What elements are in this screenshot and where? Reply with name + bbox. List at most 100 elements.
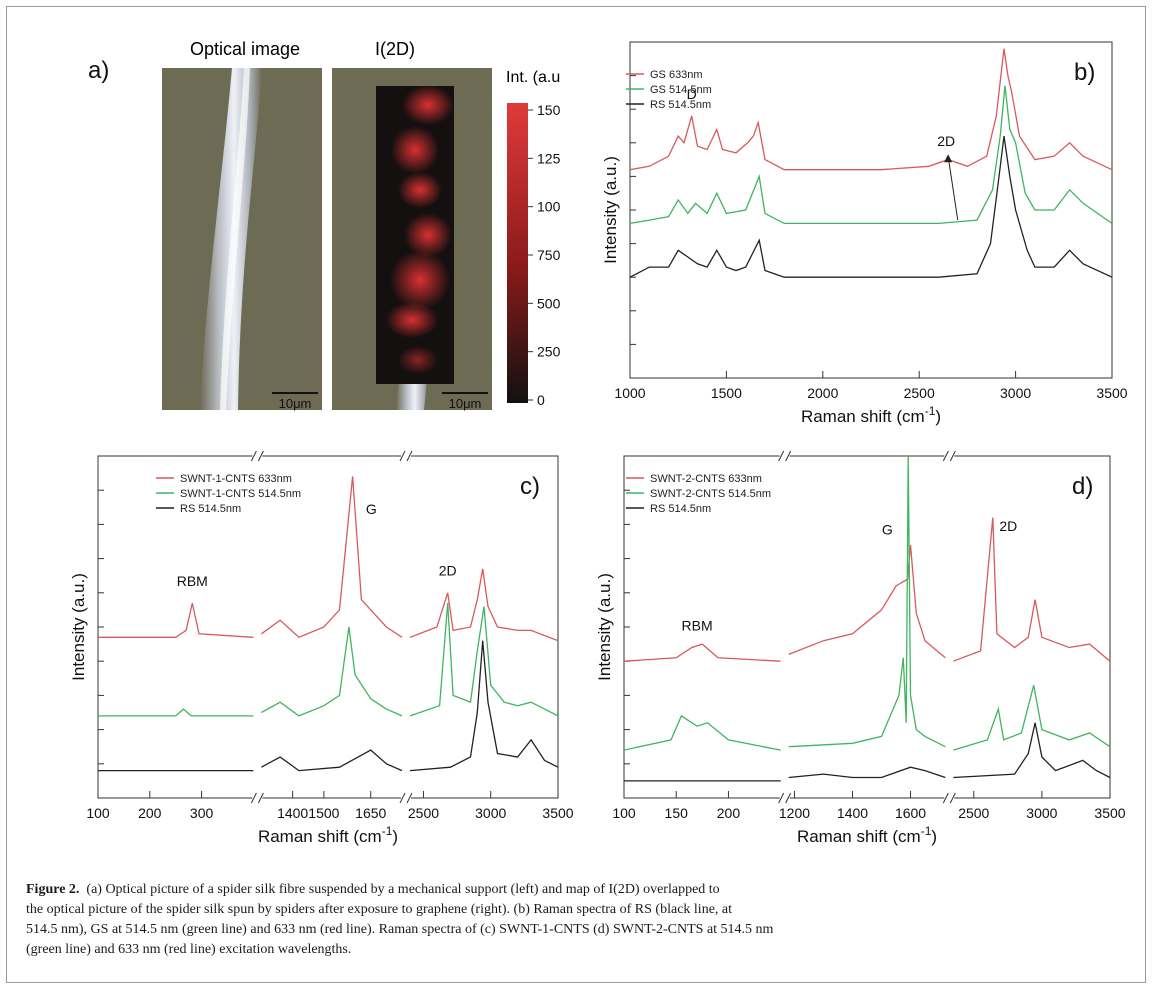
x-tick-label: 2500 — [408, 805, 439, 821]
series-line-2 — [629, 85, 1113, 225]
series-line-1 — [953, 517, 1111, 662]
panel-a-images: a) Optical image I(2D) 10μm 10μm Int. (a… — [88, 39, 560, 411]
series-line-3 — [629, 136, 1113, 278]
axis-break-gap — [779, 794, 790, 802]
x-tick-label: 3000 — [475, 805, 506, 821]
axis-break-gap — [944, 794, 955, 802]
peak-label: RBM — [682, 617, 713, 633]
x-tick-label: 1650 — [355, 805, 386, 821]
x-tick-label: 200 — [717, 805, 741, 821]
x-tick-label: 1500 — [711, 385, 742, 401]
series-line-3 — [788, 766, 946, 779]
colorbar: Int. (a.u.) 1500 1250 1000 750 500 250 0 — [506, 69, 560, 408]
series-line-2 — [409, 603, 559, 717]
peak-label: 2D — [439, 563, 457, 579]
axis-break-gap — [252, 794, 263, 802]
x-axis-label: Raman shift (cm-1) — [258, 824, 398, 846]
series-line-2 — [623, 714, 781, 751]
x-tick-label: 3500 — [1096, 385, 1127, 401]
peak-label: D — [687, 86, 697, 102]
axis-break-gap — [401, 452, 411, 460]
axis-break-mark — [399, 792, 406, 804]
x-axis-label: Raman shift (cm-1) — [797, 824, 937, 846]
x-tick-label: 1400 — [277, 805, 308, 821]
series-line-1 — [629, 48, 1113, 171]
axis-break-mark — [257, 792, 264, 804]
axis-break-mark — [406, 792, 413, 804]
figure-caption: Figure 2. (a) Optical picture of a spide… — [26, 880, 1126, 960]
series-line-1 — [623, 643, 781, 662]
caption-line-2: the optical picture of the spider silk s… — [26, 902, 733, 917]
series-line-3 — [261, 749, 403, 772]
x-tick-label: 100 — [86, 805, 110, 821]
colorbar-tick-label: 1250 — [537, 150, 560, 166]
peak-label: RBM — [177, 573, 208, 589]
x-tick-label: 3500 — [542, 805, 573, 821]
axis-break-mark — [949, 792, 956, 804]
legend-label: RS 514.5nm — [180, 503, 241, 515]
caption-line-4: (green line) and 633 nm (red line) excit… — [26, 942, 352, 957]
i2d-map-title: I(2D) — [375, 39, 415, 59]
axis-break-mark — [785, 450, 792, 462]
x-tick-label: 1500 — [308, 805, 339, 821]
panel-d-chart: 100 150 200 1200 1400 1600 2500 3000 3500 SWNT-2-… — [595, 450, 1126, 846]
axis-break-mark — [778, 450, 785, 462]
y-axis-label: Intensity (a.u.) — [69, 573, 88, 681]
series-line-1 — [788, 544, 946, 659]
panel-label: c) — [520, 473, 540, 500]
axis-break-mark — [257, 450, 264, 462]
caption-line-3: 514.5 nm), GS at 514.5 nm (green line) a… — [26, 922, 774, 937]
axis-break-mark — [942, 792, 949, 804]
panel-b-chart: 1000 1500 2000 2500 3000 3500 GS 633nm GS 514.5… — [601, 41, 1128, 426]
optical-image-title: Optical image — [190, 39, 300, 59]
figure-frame — [6, 6, 1146, 983]
legend-label: RS 514.5nm — [650, 99, 711, 111]
x-tick-label: 3000 — [1026, 805, 1057, 821]
legend-label: RS 514.5nm — [650, 503, 711, 515]
series-line-3 — [409, 640, 559, 772]
peak-label: 2D — [937, 133, 955, 149]
series-line-1 — [98, 602, 254, 638]
x-tick-label: 1400 — [837, 805, 868, 821]
panel-label: d) — [1072, 473, 1093, 500]
axis-break-gap — [779, 452, 790, 460]
x-tick-label: 300 — [190, 805, 214, 821]
legend-label: SWNT-2-CNTS 633nm — [650, 473, 762, 485]
x-tick-label: 150 — [665, 805, 689, 821]
legend-label: SWNT-1-CNTS 633nm — [180, 473, 292, 485]
peak-label: 2D — [999, 518, 1017, 534]
colorbar-tick-label: 0 — [537, 392, 545, 408]
colorbar-tick-label: 500 — [537, 295, 560, 311]
x-tick-label: 3500 — [1094, 805, 1125, 821]
legend-label: GS 633nm — [650, 69, 703, 81]
colorbar-tick-label: 1000 — [537, 199, 560, 215]
colorbar-tick-label: 750 — [537, 247, 560, 263]
caption-line-1: (a) Optical picture of a spider silk fib… — [86, 882, 720, 897]
series-line-2 — [261, 626, 403, 717]
x-tick-label: 2000 — [807, 385, 838, 401]
axis-break-mark — [250, 792, 257, 804]
series-line-2 — [788, 455, 946, 748]
axis-break-mark — [406, 450, 413, 462]
colorbar-tick-label: 1500 — [537, 102, 560, 118]
scalebar-left: 10μm — [279, 396, 312, 411]
series-line-2 — [98, 708, 254, 717]
peak-label: G — [882, 522, 893, 538]
x-tick-label: 3000 — [1000, 385, 1031, 401]
legend-label: SWNT-1-CNTS 514.5nm — [180, 488, 301, 500]
2d-arrow-head — [944, 154, 953, 163]
panel-c-chart: 100 200 300 1400 1500 1650 2500 3000 3500 SWNT-1-… — [69, 450, 574, 846]
peak-label: G — [366, 501, 377, 517]
axis-break-mark — [250, 450, 257, 462]
axis-break-mark — [785, 792, 792, 804]
axis-break-mark — [778, 792, 785, 804]
x-tick-label: 100 — [612, 805, 636, 821]
x-tick-label: 2500 — [958, 805, 989, 821]
2d-arrow — [947, 156, 959, 221]
series-line-1 — [261, 476, 403, 639]
x-tick-label: 1600 — [895, 805, 926, 821]
axis-break-gap — [944, 452, 955, 460]
caption-label: Figure 2. — [26, 882, 80, 897]
axis-break-mark — [399, 450, 406, 462]
optical-image: 10μm — [162, 68, 322, 411]
